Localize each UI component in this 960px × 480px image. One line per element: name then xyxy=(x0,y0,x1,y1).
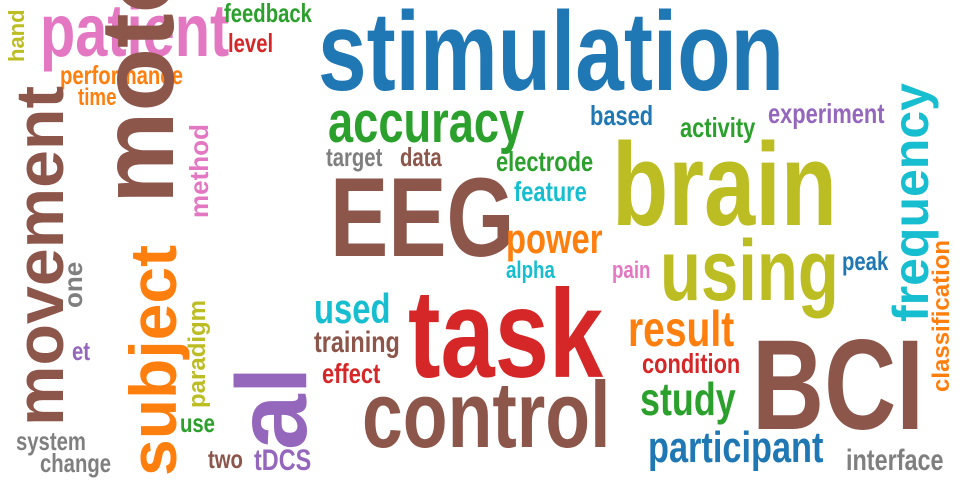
word-feedback: feedback xyxy=(224,0,312,28)
word-use: use xyxy=(180,408,215,438)
word-motor: patient xyxy=(40,0,230,72)
word-power: power xyxy=(506,215,603,262)
word-peak: peak xyxy=(842,246,889,276)
word-subject: subject xyxy=(116,244,190,476)
word-target: target xyxy=(326,142,383,172)
word-based: based xyxy=(590,100,654,131)
word-feature: feature xyxy=(514,176,587,207)
word-paradigm: paradigm xyxy=(184,299,211,408)
word-result: result xyxy=(628,301,735,357)
word-activity: activity xyxy=(680,112,756,143)
word-experiment: experiment xyxy=(768,98,885,129)
word-eeg: EEG xyxy=(330,155,515,280)
word-participant: participant xyxy=(648,423,824,472)
word-et: et xyxy=(72,336,91,366)
word-system: system xyxy=(16,426,86,456)
word-al: motor xyxy=(80,0,196,204)
word-movement: movement xyxy=(2,85,78,426)
word-one: one xyxy=(58,261,88,308)
word-time: time xyxy=(78,84,117,111)
word-training: training xyxy=(314,326,400,359)
word-brain: brain xyxy=(612,119,838,251)
word-performance: performance xyxy=(60,60,183,90)
word-bci: BCI xyxy=(752,314,924,457)
word-data: data xyxy=(400,142,442,172)
word-stimulation: stimulation xyxy=(318,0,784,114)
word-hand: hand xyxy=(4,9,29,62)
word-pain: pain xyxy=(612,257,651,284)
word-electrode: electrode xyxy=(496,146,594,177)
word-level: level xyxy=(228,28,274,58)
word-accuracy: accuracy xyxy=(328,90,525,155)
word-control: control xyxy=(362,362,611,467)
word-method: method xyxy=(184,124,214,218)
word-change: change xyxy=(40,448,112,478)
word-interface: interface xyxy=(846,444,944,477)
word-using: using xyxy=(660,223,839,319)
word-two: two xyxy=(208,444,243,474)
word-patient: al xyxy=(216,366,328,450)
word-task: task xyxy=(408,265,604,404)
word-used: used xyxy=(314,285,391,332)
word-study: study xyxy=(640,373,736,425)
word-condition: condition xyxy=(642,348,741,379)
word-effect: effect xyxy=(322,358,381,389)
word-alpha: alpha xyxy=(506,257,555,284)
word-classification: classification xyxy=(928,239,955,392)
word-tdcs: tDCS xyxy=(254,444,312,477)
